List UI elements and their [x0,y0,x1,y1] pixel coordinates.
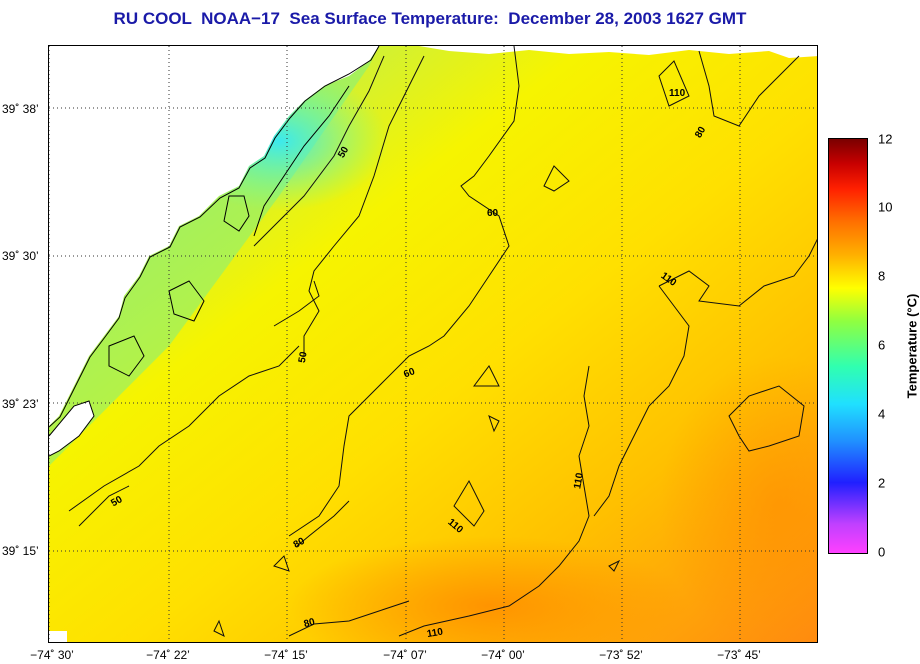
contour-label: 50 [109,494,125,509]
contour-label: 110 [426,626,444,640]
warm-water-patch-east [659,356,817,642]
contour-label: 110 [572,472,586,490]
latitude-label: 39˚ 15’ [2,544,39,558]
temperature-colorbar [828,138,868,554]
longitude-label: −73˚ 45’ [717,648,761,662]
contour-label: 80 [303,617,317,631]
sst-map: 50 50 50 60 60 80 80 80 110 110 110 110 … [48,45,818,643]
contour-label: 110 [669,88,686,99]
longitude-label: −74˚ 00’ [481,648,525,662]
island-coast [49,400,95,457]
bay-outline-2 [168,280,205,322]
contour-label: 80 [292,536,308,551]
longitude-label: −73˚ 52’ [599,648,643,662]
longitude-label: −74˚ 15’ [264,648,308,662]
colorbar-tick: 6 [878,337,886,353]
colorbar-tick: 10 [878,199,893,215]
colorbar-tick: 12 [878,131,893,147]
barrier-island-shore [253,85,350,237]
bay-outline [223,195,250,232]
contour-label: 60 [402,366,417,380]
latitude-label: 39˚ 38’ [2,102,39,116]
contour-label: 80 [693,125,708,141]
contour-label: 60 [487,208,499,219]
map-title: RU COOL NOAA−17 Sea Surface Temperature:… [113,9,747,28]
colorbar-tick: 2 [878,475,886,491]
colorbar-label: Temperature (°C) [904,293,920,399]
warm-water-patch [289,536,689,642]
land-island [49,401,94,456]
latitude-label: 39˚ 23’ [2,397,39,411]
latitude-label: 39˚ 30’ [2,249,39,263]
no-data-top [419,46,817,58]
colorbar-tick: 8 [878,268,886,284]
no-data-corner [49,631,67,642]
colorbar-tick: 4 [878,406,886,422]
colorbar-tick: 0 [878,544,886,560]
longitude-label: −74˚ 30’ [30,648,74,662]
graticule [49,46,817,642]
bay-outline-3 [108,335,145,377]
longitude-label: −74˚ 22’ [146,648,190,662]
contour-labels: 50 50 50 60 60 80 80 80 110 110 110 110 … [109,88,708,640]
land-mass [49,46,379,426]
contour-label: 50 [297,350,310,363]
coastline [49,46,380,428]
contour-label: 50 [336,145,351,161]
depth-contours [68,46,817,637]
longitude-label: −74˚ 07’ [383,648,427,662]
sst-map-canvas: 50 50 50 60 60 80 80 80 110 110 110 110 … [49,46,817,642]
